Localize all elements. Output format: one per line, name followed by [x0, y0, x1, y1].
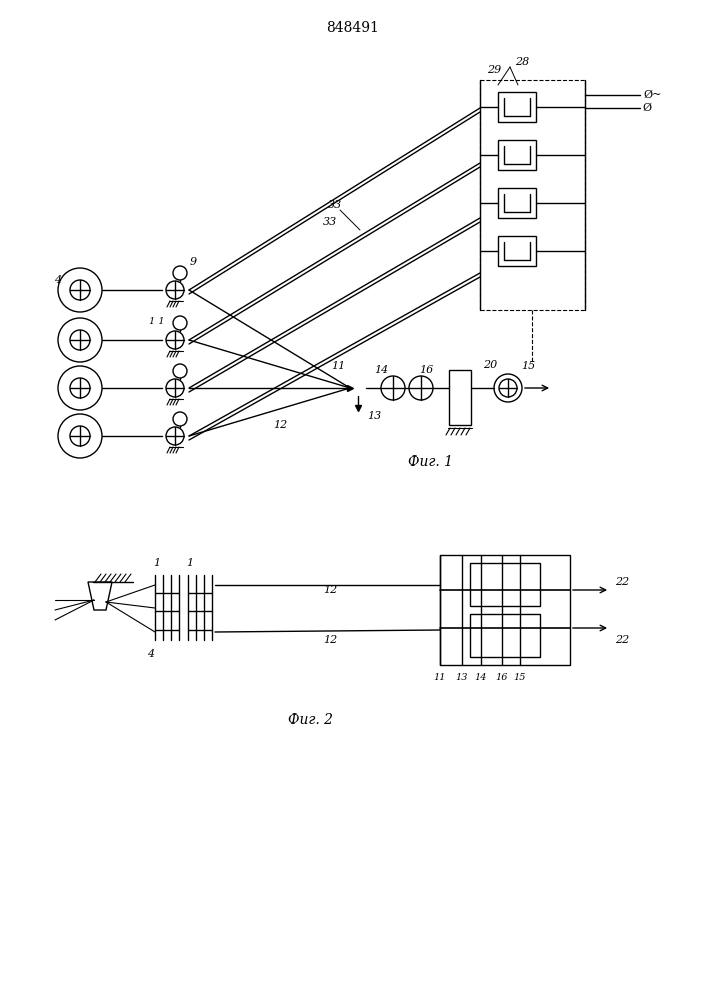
Text: 13: 13 [456, 672, 468, 682]
Text: 13: 13 [367, 411, 381, 421]
Bar [498, 188, 536, 218]
Text: 22: 22 [615, 635, 629, 645]
Text: 22: 22 [615, 577, 629, 587]
Bar [449, 370, 471, 425]
Text: 15: 15 [514, 672, 526, 682]
Text: 14: 14 [374, 365, 388, 375]
Text: 1: 1 [187, 558, 194, 568]
Text: 1 1: 1 1 [149, 318, 165, 326]
Bar [480, 80, 585, 310]
Text: 848491: 848491 [327, 21, 380, 35]
Text: 1: 1 [153, 558, 160, 568]
Text: 16: 16 [496, 672, 508, 682]
Text: 28: 28 [515, 57, 529, 67]
Bar [440, 555, 570, 665]
Bar [498, 140, 536, 170]
Text: 15: 15 [521, 361, 535, 371]
Text: 20: 20 [483, 360, 497, 370]
Text: 4: 4 [54, 275, 62, 285]
Bar [498, 236, 536, 266]
Bar [470, 614, 540, 657]
Text: 11: 11 [434, 672, 446, 682]
Text: 12: 12 [273, 420, 287, 430]
Text: Ø: Ø [643, 103, 652, 113]
Text: 33: 33 [323, 217, 337, 227]
Text: 11: 11 [331, 361, 345, 371]
Text: Ø~: Ø~ [644, 90, 662, 100]
Text: 33: 33 [328, 200, 342, 210]
Text: 16: 16 [419, 365, 433, 375]
Text: 12: 12 [323, 635, 337, 645]
Bar [498, 92, 536, 122]
Bar [470, 563, 540, 606]
Text: Фиг. 2: Фиг. 2 [288, 713, 332, 727]
Text: 29: 29 [487, 65, 501, 75]
Text: 4: 4 [148, 649, 155, 659]
Text: 14: 14 [474, 672, 487, 682]
Text: Фиг. 1: Фиг. 1 [407, 455, 452, 469]
Text: 9: 9 [189, 257, 197, 267]
Text: 12: 12 [323, 585, 337, 595]
